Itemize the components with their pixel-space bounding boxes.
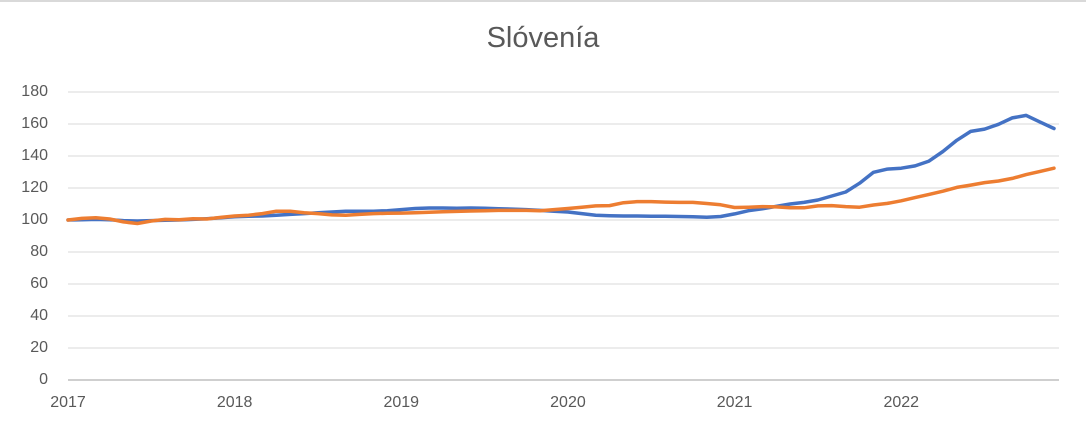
x-axis-tick-label: 2017 bbox=[50, 394, 86, 411]
y-axis-tick-label: 180 bbox=[21, 83, 48, 100]
y-axis-labels: 0 20 40 60 80 100 120 140 160 180 bbox=[0, 2, 48, 433]
chart-title: Slóvenía bbox=[486, 22, 600, 54]
y-axis-tick-label: 20 bbox=[30, 339, 48, 356]
y-axis-tick-label: 140 bbox=[21, 147, 48, 164]
y-axis-tick-label: 160 bbox=[21, 115, 48, 132]
x-axis-tick-label: 2019 bbox=[383, 394, 420, 411]
x-axis-tick-label: 2018 bbox=[216, 394, 253, 411]
series-orange-line bbox=[66, 166, 1056, 226]
y-axis-tick-label: 40 bbox=[30, 307, 48, 324]
x-axis-tick-label: 2020 bbox=[550, 394, 586, 411]
y-axis-tick-label: 80 bbox=[30, 243, 48, 260]
x-axis-tick-label: 2022 bbox=[883, 394, 920, 411]
y-axis-tick-label: 60 bbox=[30, 275, 48, 292]
series-blue-line bbox=[66, 113, 1056, 223]
y-axis-tick-label: 120 bbox=[21, 179, 48, 196]
y-axis-tick-label: 100 bbox=[21, 211, 48, 228]
x-axis-tick-label: 2021 bbox=[716, 394, 753, 411]
y-axis-tick-label: 0 bbox=[39, 371, 48, 388]
x-axis-labels: 2017 2018 2019 2020 2021 2022 bbox=[0, 393, 1086, 419]
